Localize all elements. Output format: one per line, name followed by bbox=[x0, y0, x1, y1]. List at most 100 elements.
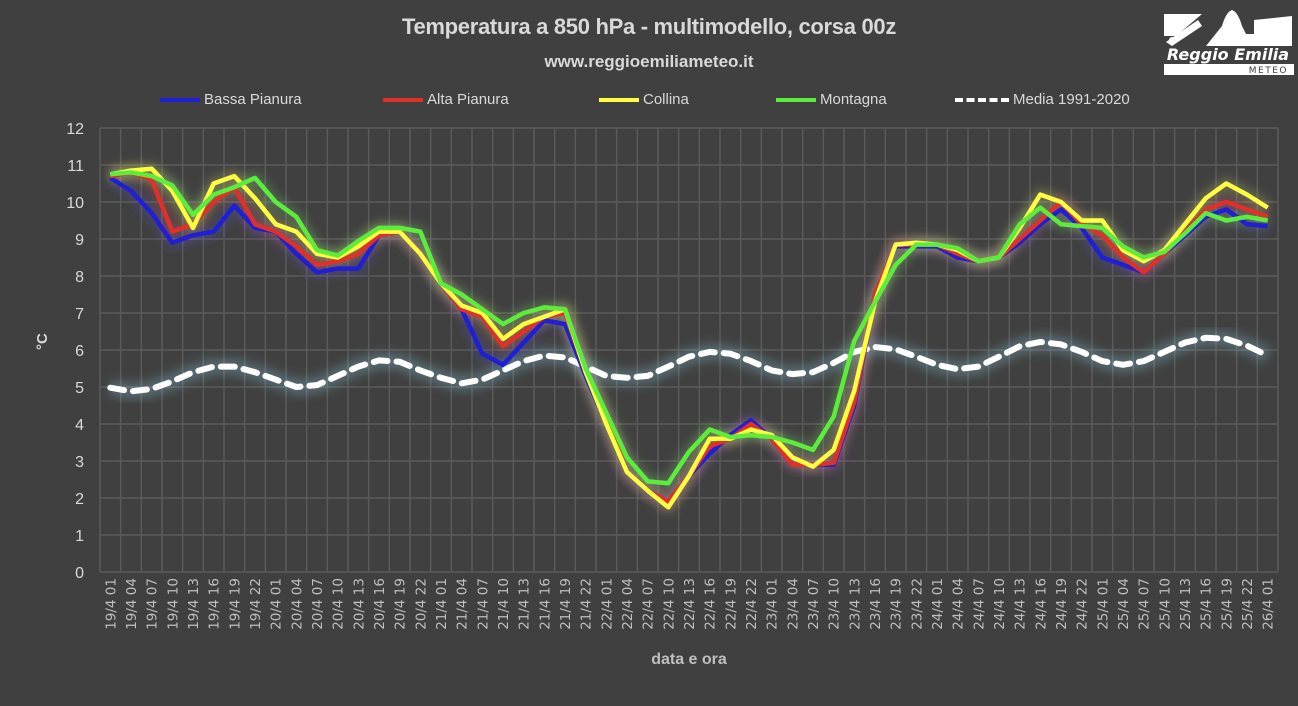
x-tick-label: 19/4 16 bbox=[207, 578, 223, 630]
y-axis-label: °C bbox=[34, 333, 51, 350]
chart-subtitle: www.reggioemiliameteo.it bbox=[544, 52, 754, 71]
chart-legend: Bassa Pianura Alta Pianura Collina Monta… bbox=[0, 91, 1298, 113]
x-tick-label: 20/4 16 bbox=[372, 578, 388, 630]
x-tick-label: 19/4 07 bbox=[145, 578, 161, 630]
y-tick-label: 6 bbox=[75, 343, 84, 360]
legend-item-media: Media 1991-2020 bbox=[955, 91, 1130, 108]
x-tick-label: 22/4 13 bbox=[682, 578, 698, 630]
x-tick-label: 25/4 13 bbox=[1178, 578, 1194, 630]
x-tick-label: 20/4 10 bbox=[331, 578, 347, 630]
legend-label: Alta Pianura bbox=[427, 91, 509, 108]
legend-label: Collina bbox=[643, 91, 689, 108]
x-tick-label: 21/4 13 bbox=[517, 578, 533, 630]
y-tick-label: 2 bbox=[75, 491, 84, 508]
x-tick-label: 25/4 16 bbox=[1199, 578, 1215, 630]
x-tick-label: 19/4 04 bbox=[124, 578, 140, 630]
x-tick-label: 25/4 19 bbox=[1219, 578, 1235, 630]
x-tick-label: 21/4 07 bbox=[475, 578, 491, 630]
x-axis-label: data e ora bbox=[651, 651, 727, 668]
x-tick-label: 22/4 10 bbox=[661, 578, 677, 630]
x-tick-label: 21/4 04 bbox=[455, 578, 471, 630]
legend-swatch bbox=[776, 97, 816, 102]
x-tick-label: 22/4 07 bbox=[641, 578, 657, 630]
x-tick-label: 21/4 10 bbox=[496, 578, 512, 630]
x-tick-label: 22/4 22 bbox=[744, 578, 760, 630]
x-tick-labels: 19/4 01 19/4 04 19/4 07 19/4 10 19/4 13 19/4 … bbox=[103, 578, 1276, 630]
x-tick-label: 21/4 19 bbox=[558, 578, 574, 630]
x-tick-label: 24/4 04 bbox=[951, 578, 967, 630]
x-tick-label: 24/4 19 bbox=[1054, 578, 1070, 630]
x-tick-label: 19/4 01 bbox=[103, 578, 119, 630]
y-tick-label: 5 bbox=[75, 380, 84, 397]
legend-item-montagna: Montagna bbox=[776, 91, 887, 108]
x-tick-label: 24/4 07 bbox=[971, 578, 987, 630]
x-tick-label: 24/4 10 bbox=[992, 578, 1008, 630]
x-tick-label: 25/4 22 bbox=[1240, 578, 1256, 630]
x-tick-label: 25/4 07 bbox=[1137, 578, 1153, 630]
y-tick-label: 1 bbox=[75, 528, 84, 545]
y-tick-label: 3 bbox=[75, 454, 84, 471]
y-tick-label: 12 bbox=[66, 121, 84, 138]
x-tick-label: 23/4 07 bbox=[806, 578, 822, 630]
x-tick-label: 21/4 16 bbox=[537, 578, 553, 630]
chart-title: Temperatura a 850 hPa - multimodello, co… bbox=[401, 14, 897, 39]
x-tick-label: 24/4 01 bbox=[930, 578, 946, 630]
y-tick-label: 11 bbox=[67, 158, 84, 175]
x-tick-label: 25/4 01 bbox=[1095, 578, 1111, 630]
x-tick-label: 24/4 16 bbox=[1033, 578, 1049, 630]
x-tick-label: 24/4 13 bbox=[1013, 578, 1029, 630]
x-tick-label: 23/4 04 bbox=[785, 578, 801, 630]
x-tick-label: 19/4 10 bbox=[165, 578, 181, 630]
x-tick-label: 23/4 13 bbox=[847, 578, 863, 630]
legend-label: Bassa Pianura bbox=[204, 91, 302, 108]
series-lines bbox=[107, 166, 1271, 510]
x-tick-label: 23/4 16 bbox=[868, 578, 884, 630]
legend-label: Montagna bbox=[820, 91, 887, 108]
legend-item-bassa-pianura: Bassa Pianura bbox=[160, 91, 302, 108]
y-tick-label: 10 bbox=[66, 195, 84, 212]
legend-item-collina: Collina bbox=[599, 91, 689, 108]
x-tick-label: 20/4 07 bbox=[310, 578, 326, 630]
series-glow bbox=[108, 329, 1272, 400]
x-tick-label: 21/4 22 bbox=[579, 578, 595, 630]
x-tick-label: 20/4 22 bbox=[413, 578, 429, 630]
legend-item-alta-pianura: Alta Pianura bbox=[383, 91, 509, 108]
x-tick-label: 23/4 10 bbox=[827, 578, 843, 630]
y-tick-label: 8 bbox=[75, 269, 84, 286]
y-tick-label: 0 bbox=[75, 565, 84, 582]
logo-shape-left bbox=[1164, 14, 1202, 36]
x-tick-label: 23/4 01 bbox=[765, 578, 781, 630]
logo-dome-icon bbox=[1206, 10, 1292, 46]
y-tick-label: 7 bbox=[75, 306, 84, 323]
x-tick-label: 19/4 19 bbox=[227, 578, 243, 630]
x-tick-label: 20/4 04 bbox=[289, 578, 305, 630]
y-tick-label: 9 bbox=[75, 232, 84, 249]
x-tick-label: 19/4 13 bbox=[186, 578, 202, 630]
x-tick-label: 25/4 04 bbox=[1116, 578, 1132, 630]
x-tick-label: 21/4 01 bbox=[434, 578, 450, 630]
x-tick-label: 20/4 13 bbox=[351, 578, 367, 630]
x-tick-label: 25/4 10 bbox=[1157, 578, 1173, 630]
legend-swatch bbox=[955, 97, 1009, 102]
x-tick-label: 22/4 04 bbox=[620, 578, 636, 630]
x-tick-label: 23/4 22 bbox=[909, 578, 925, 630]
x-tick-label: 22/4 19 bbox=[723, 578, 739, 630]
logo-subtext: METEO bbox=[1249, 66, 1288, 76]
y-tick-label: 4 bbox=[75, 417, 84, 434]
legend-label: Media 1991-2020 bbox=[1013, 91, 1130, 108]
x-tick-label: 24/4 22 bbox=[1075, 578, 1091, 630]
x-tick-label: 22/4 16 bbox=[703, 578, 719, 630]
logo-text: Reggio Emilia bbox=[1167, 45, 1289, 64]
legend-swatch bbox=[599, 97, 639, 102]
x-tick-label: 22/4 01 bbox=[599, 578, 615, 630]
reggio-emilia-meteo-logo: Reggio Emilia METEO bbox=[1162, 10, 1296, 76]
legend-swatch bbox=[383, 97, 423, 102]
x-tick-label: 19/4 22 bbox=[248, 578, 264, 630]
x-tick-label: 26/4 01 bbox=[1261, 578, 1277, 630]
x-tick-label: 23/4 19 bbox=[889, 578, 905, 630]
x-tick-label: 20/4 19 bbox=[393, 578, 409, 630]
legend-swatch bbox=[160, 97, 200, 102]
x-tick-label: 20/4 01 bbox=[269, 578, 285, 630]
